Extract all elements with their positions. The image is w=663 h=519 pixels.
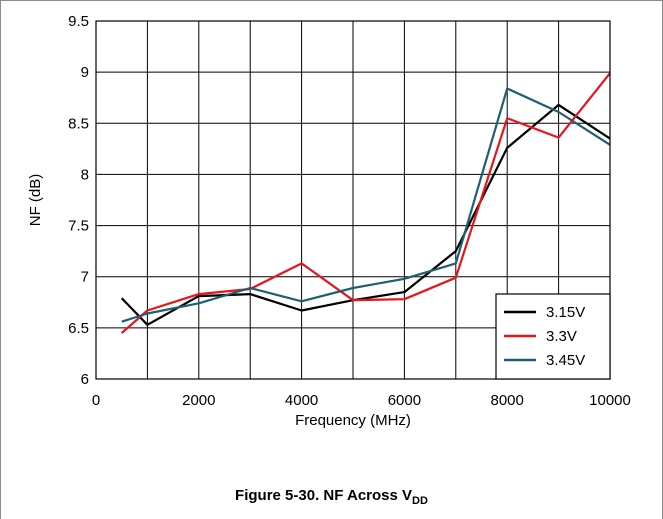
y-tick-label: 6.5: [68, 320, 89, 337]
x-tick-label: 0: [92, 392, 100, 409]
legend-label: 3.45V: [546, 352, 585, 369]
y-tick-label: 8.5: [68, 115, 89, 132]
series-lines: [120, 72, 611, 334]
legend: 3.15V 3.3V 3.45V: [495, 293, 611, 380]
plot-area-border: [95, 20, 611, 380]
y-tick-label: 9: [81, 64, 89, 81]
series-line-0: [120, 103, 611, 326]
x-tick-label: 2000: [182, 392, 215, 409]
x-tick-label: 10000: [589, 392, 631, 409]
y-axis-label: NF (dB): [27, 174, 44, 227]
caption-subscript: DD: [412, 495, 428, 507]
y-tick-label: 7: [81, 269, 89, 286]
x-tick-label: 4000: [285, 392, 318, 409]
y-tick-label: 6: [81, 371, 89, 388]
legend-label: 3.15V: [546, 304, 585, 321]
series-line-1: [120, 72, 611, 334]
series-line-2: [121, 87, 611, 323]
y-tick-label: 8: [81, 166, 89, 183]
x-tick-label: 8000: [491, 392, 524, 409]
figure-caption: Figure 5-30. NF Across VDD: [0, 487, 663, 507]
y-tick-label: 9.5: [68, 13, 89, 30]
x-axis-ticks: 0 2000 4000 6000 8000 10000: [92, 392, 631, 409]
y-tick-label: 7.5: [68, 218, 89, 235]
legend-label: 3.3V: [546, 328, 577, 345]
x-axis-label: Frequency (MHz): [295, 412, 411, 429]
x-tick-label: 6000: [388, 392, 421, 409]
caption-text: Figure 5-30. NF Across V: [235, 487, 413, 504]
y-axis-ticks: 6 6.5 7 7.5 8 8.5 9 9.5: [68, 13, 89, 388]
